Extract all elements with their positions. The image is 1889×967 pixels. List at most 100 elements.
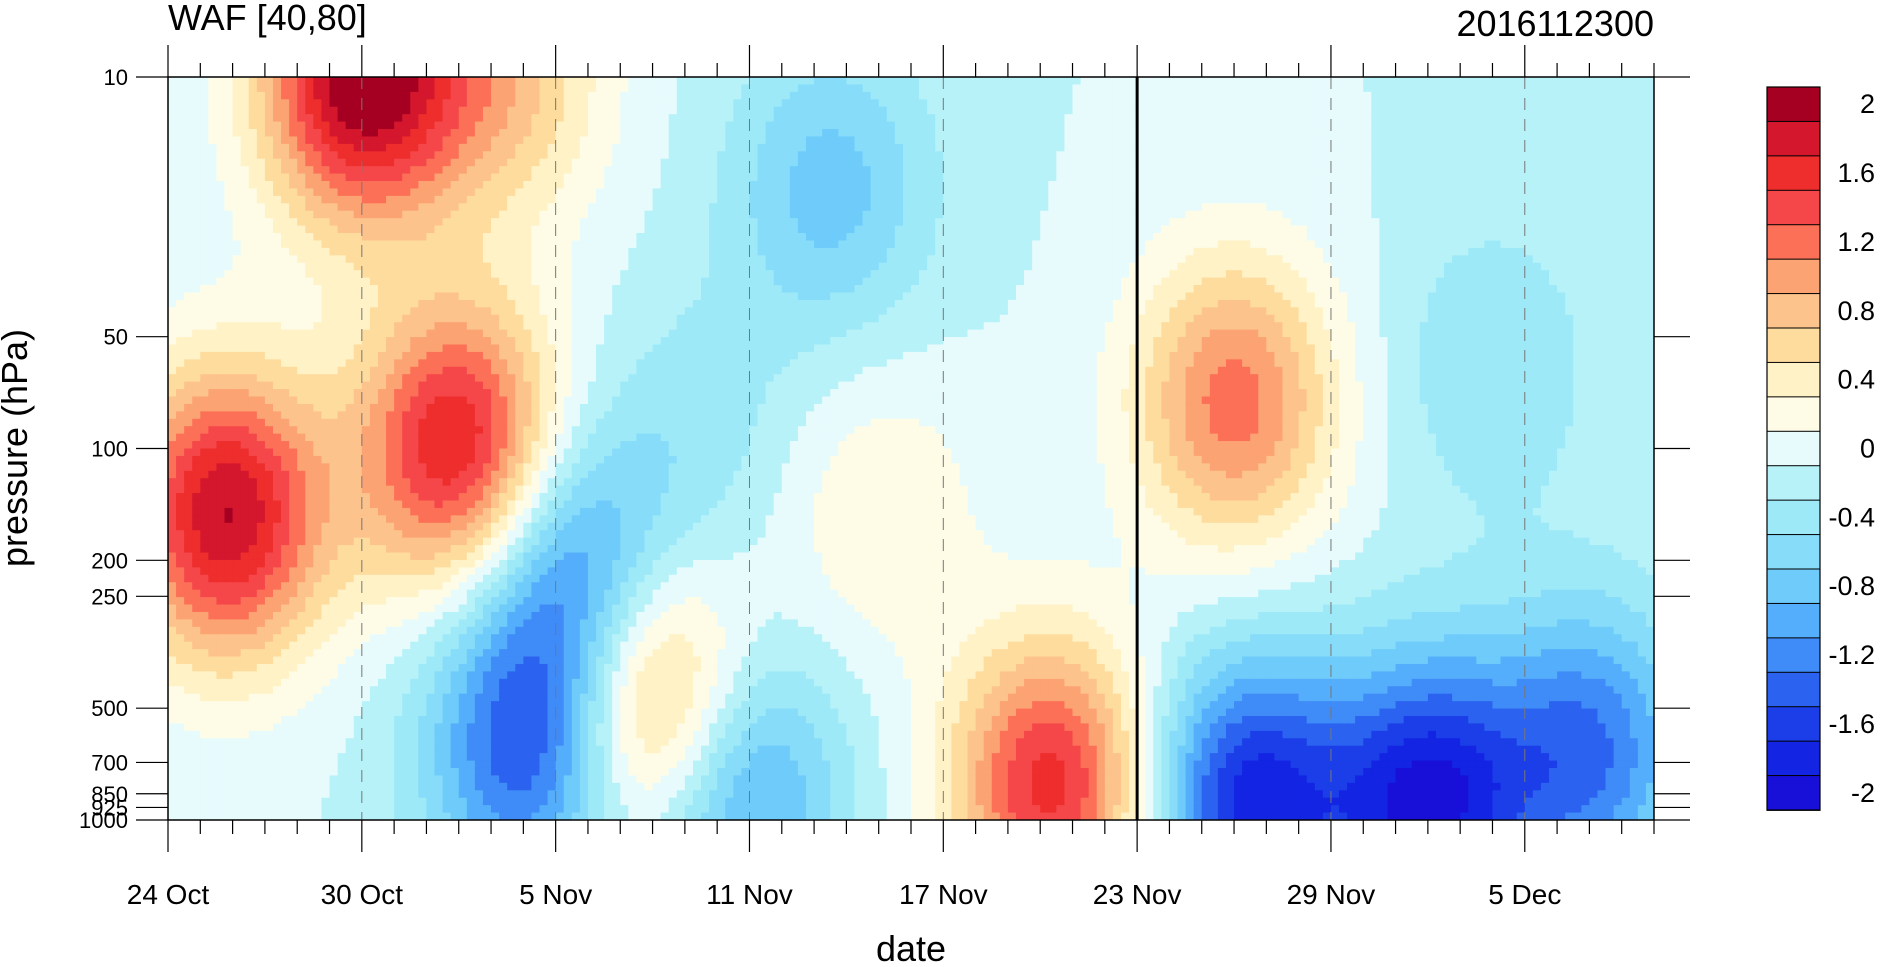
field-cell xyxy=(434,611,444,620)
field-cell xyxy=(281,240,290,249)
field-cell xyxy=(289,255,298,264)
field-cell xyxy=(426,441,436,450)
field-cell xyxy=(515,143,524,152)
field-cell xyxy=(321,77,331,86)
field-cell xyxy=(418,366,428,375)
field-cell xyxy=(329,247,339,256)
field-cell xyxy=(491,381,500,390)
field-cell xyxy=(200,403,209,412)
field-cell xyxy=(353,574,363,583)
field-cell xyxy=(281,693,290,702)
field-cell xyxy=(192,359,201,368)
field-cell xyxy=(418,522,428,531)
field-cell xyxy=(450,537,460,546)
field-cell xyxy=(386,233,395,242)
field-cell xyxy=(176,307,185,316)
field-cell xyxy=(224,121,234,130)
field-cell xyxy=(531,411,541,420)
field-cell xyxy=(418,299,428,308)
field-cell xyxy=(272,166,282,175)
field-cell xyxy=(208,84,218,93)
field-cell xyxy=(168,663,177,672)
field-cell xyxy=(547,478,557,487)
field-cell xyxy=(232,292,242,301)
field-cell xyxy=(531,195,541,204)
field-cell xyxy=(426,396,436,405)
field-cell xyxy=(305,589,314,598)
field-cell xyxy=(264,240,274,249)
field-cell xyxy=(248,247,258,256)
field-cell xyxy=(386,470,395,479)
field-cell xyxy=(442,195,452,204)
field-cell xyxy=(272,262,282,271)
field-cell xyxy=(563,611,573,620)
field-cell xyxy=(410,455,419,464)
field-cell xyxy=(192,582,201,591)
field-cell xyxy=(313,686,323,695)
field-cell xyxy=(313,143,323,152)
field-cell xyxy=(563,686,573,695)
field-cell xyxy=(176,782,185,791)
field-cell xyxy=(329,77,339,86)
field-cell xyxy=(531,530,541,539)
field-cell xyxy=(224,626,234,635)
field-cell xyxy=(289,760,298,769)
field-cell xyxy=(361,188,371,197)
field-cell xyxy=(256,767,266,777)
field-cell xyxy=(531,678,541,687)
field-cell xyxy=(192,299,201,308)
field-cell xyxy=(232,344,242,353)
field-cell xyxy=(458,366,468,375)
field-cell xyxy=(272,91,282,100)
field-cell xyxy=(523,567,533,576)
field-cell xyxy=(418,91,428,100)
field-cell xyxy=(297,173,306,182)
field-cell xyxy=(353,188,363,197)
field-cell xyxy=(216,678,226,687)
field-cell xyxy=(264,507,274,516)
field-cell xyxy=(321,678,331,687)
field-cell xyxy=(555,723,565,732)
field-cell xyxy=(184,574,193,583)
field-cell xyxy=(256,136,266,145)
field-cell xyxy=(523,478,533,487)
field-cell xyxy=(313,805,323,814)
field-cell xyxy=(313,753,323,762)
field-cell xyxy=(394,582,403,591)
field-cell xyxy=(256,292,266,301)
field-cell xyxy=(208,114,218,123)
field-cell xyxy=(466,292,476,301)
field-cell xyxy=(208,129,218,138)
field-cell xyxy=(281,381,290,390)
field-cell xyxy=(547,359,557,368)
field-cell xyxy=(426,344,436,353)
field-cell xyxy=(499,641,508,650)
field-cell xyxy=(281,701,290,710)
field-cell xyxy=(523,507,533,516)
field-cell xyxy=(394,277,403,286)
field-cell xyxy=(337,188,347,197)
field-cell xyxy=(216,106,226,115)
field-cell xyxy=(555,775,565,784)
field-cell xyxy=(232,455,242,464)
field-cell xyxy=(482,84,492,93)
field-cell xyxy=(216,344,226,353)
field-cell xyxy=(224,158,234,167)
field-cell xyxy=(224,299,234,308)
field-cell xyxy=(321,745,331,754)
field-cell xyxy=(515,329,524,338)
field-cell xyxy=(184,634,193,643)
field-cell xyxy=(313,708,323,717)
field-cell xyxy=(369,240,379,249)
field-cell xyxy=(410,708,419,717)
field-cell xyxy=(442,173,452,182)
field-cell xyxy=(450,663,460,672)
field-cell xyxy=(321,582,331,591)
field-cell xyxy=(491,738,500,747)
field-cell xyxy=(394,515,403,524)
field-cell xyxy=(386,292,395,301)
field-cell xyxy=(297,738,306,747)
field-cell xyxy=(515,626,524,635)
field-cell xyxy=(491,351,500,360)
field-cell xyxy=(434,166,444,175)
